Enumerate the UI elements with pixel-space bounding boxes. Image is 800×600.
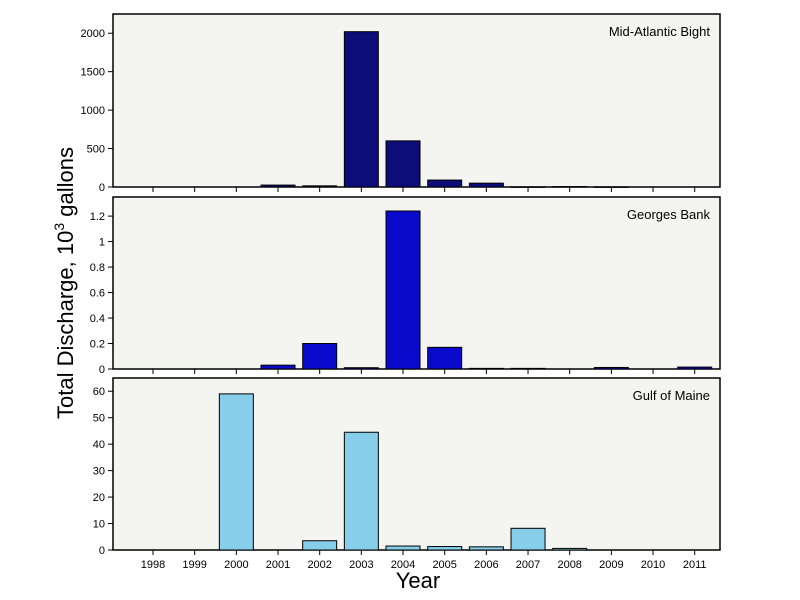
y-axis-title-suffix: gallons (53, 147, 78, 223)
bar-gulf-of-maine-2007 (510, 527, 546, 551)
bar-mid-atlantic-bight-2004 (385, 140, 421, 188)
panel-gulf-of-maine: 0 10 20 30 40 50 60 Gulf of Maine (93, 377, 721, 557)
bar-mid-atlantic-bight-2003 (343, 31, 379, 188)
y-tick-label: 50 (93, 413, 105, 425)
x-axis-title: Year (396, 568, 440, 593)
x-tick-label: 2009 (599, 559, 623, 571)
bar-georges-bank-2007 (510, 367, 546, 370)
y-tick-label: 0.6 (90, 288, 105, 300)
bar-gulf-of-maine-2004 (385, 545, 421, 551)
bar-gulf-of-maine-2006 (468, 546, 504, 551)
panel-label: Gulf of Maine (633, 388, 710, 403)
x-tick-label: 2000 (224, 559, 248, 571)
y-tick-label: 40 (93, 439, 105, 451)
bar-gulf-of-maine-2005 (427, 546, 463, 551)
bar-mid-atlantic-bight-2005 (427, 179, 463, 188)
bar-gulf-of-maine-2002 (302, 540, 338, 551)
y-tick-label: 10 (93, 519, 105, 531)
bar-georges-bank-2004 (385, 210, 421, 370)
x-tick-label: 2002 (307, 559, 331, 571)
bar-georges-bank-2003 (343, 367, 379, 370)
x-tick-label: 1999 (182, 559, 206, 571)
x-tick-label: 2006 (474, 559, 498, 571)
bar-gulf-of-maine-2003 (343, 431, 379, 551)
y-tick-label: 1500 (81, 67, 105, 79)
x-tick-label: 2004 (391, 559, 415, 571)
bar-georges-bank-2011 (677, 366, 713, 370)
panel-label: Mid-Atlantic Bight (609, 24, 711, 39)
bar-georges-bank-2002 (302, 343, 338, 370)
y-axis-title-main: Total Discharge, 10 (53, 231, 78, 419)
y-tick-label: 60 (93, 386, 105, 398)
bar-mid-atlantic-bight-2006 (468, 182, 504, 188)
panel-georges-bank: 0 0.2 0.4 0.6 0.8 1 1.2 Georges Bank (90, 196, 721, 376)
x-tick-label: 2010 (641, 559, 665, 571)
x-tick-label: 2008 (557, 559, 581, 571)
bar-gulf-of-maine-2000 (218, 393, 254, 551)
y-tick-label: 0 (99, 545, 105, 557)
panel-label: Georges Bank (627, 207, 711, 222)
x-tick-label: 2003 (349, 559, 373, 571)
bar-georges-bank-2005 (427, 346, 463, 370)
x-tick-label: 2011 (683, 559, 707, 571)
bar-mid-atlantic-bight-2008 (552, 186, 588, 188)
panel-mid-atlantic-bight: 0 500 1000 1500 2000 Mid-Atlantic Bight (81, 13, 721, 194)
y-tick-label: 1.2 (90, 211, 105, 223)
y-tick-label: 30 (93, 466, 105, 478)
x-tick-label: 2005 (432, 559, 456, 571)
y-axis-title: Total Discharge, 103 gallons (51, 147, 78, 419)
bar-mid-atlantic-bight-2009 (593, 186, 629, 188)
y-tick-label: 0.4 (90, 313, 105, 325)
y-tick-label: 500 (87, 144, 105, 156)
x-tick-label: 2007 (516, 559, 540, 571)
bar-gulf-of-maine-2008 (552, 547, 588, 551)
y-tick-label: 2000 (81, 28, 105, 40)
x-tick-label: 2001 (266, 559, 290, 571)
bar-mid-atlantic-bight-2007 (510, 186, 546, 188)
bar-georges-bank-2009 (593, 366, 629, 370)
bar-mid-atlantic-bight-2002 (302, 185, 338, 188)
bar-georges-bank-2006 (468, 367, 504, 370)
y-tick-label: 0.2 (90, 339, 105, 351)
bar-georges-bank-2001 (260, 364, 296, 370)
bar-mid-atlantic-bight-2001 (260, 184, 296, 188)
y-tick-label: 1 (99, 237, 105, 249)
y-tick-label: 0 (99, 364, 105, 376)
y-tick-label: 0 (99, 182, 105, 194)
y-tick-label: 0.8 (90, 262, 105, 274)
panel-frame (112, 377, 721, 551)
x-tick-label: 1998 (141, 559, 165, 571)
y-tick-label: 1000 (81, 105, 105, 117)
y-tick-label: 20 (93, 492, 105, 504)
y-axis-title-superscript: 3 (51, 223, 67, 231)
